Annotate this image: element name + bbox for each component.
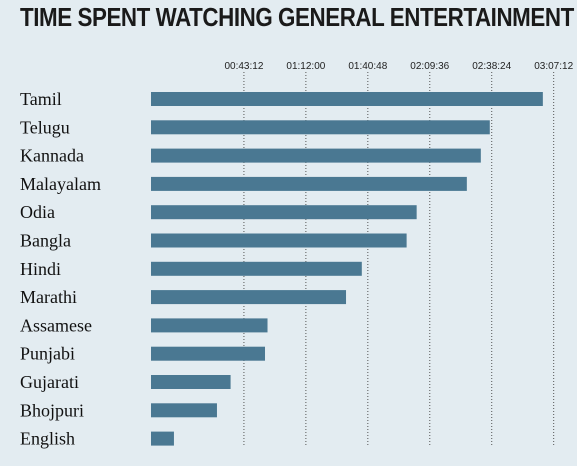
- x-axis-ticks: 00:43:12 01:12:00 01:40:48 02:09:36 02:38:24…: [224, 61, 573, 72]
- category-label: Tamil: [20, 89, 62, 109]
- category-label: Punjabi: [20, 344, 75, 364]
- category-label: Odia: [20, 202, 55, 222]
- category-label: Marathi: [20, 287, 77, 307]
- bar: [151, 233, 407, 248]
- bar: [151, 205, 417, 220]
- gridlines: [243, 72, 555, 446]
- bar: [151, 346, 266, 361]
- category-label: Malayalam: [20, 174, 101, 194]
- bar: [151, 148, 481, 163]
- bar: [151, 318, 268, 333]
- bars: [151, 92, 543, 446]
- bar: [151, 92, 543, 106]
- x-tick-label: 02:38:24: [472, 61, 511, 72]
- category-label: Telugu: [20, 117, 70, 137]
- category-label: Gujarati: [20, 372, 79, 392]
- bar: [151, 375, 231, 389]
- bar: [151, 290, 347, 305]
- x-tick-label: 01:12:00: [286, 61, 325, 72]
- bar: [151, 120, 490, 135]
- category-label: Kannada: [20, 146, 84, 166]
- bar: [151, 403, 217, 418]
- chart-title: TIME SPENT WATCHING GENERAL ENTERTAINMEN…: [20, 2, 574, 32]
- category-labels: Tamil Telugu Kannada Malayalam Odia Bangla Hin…: [20, 89, 101, 449]
- category-label: Assamese: [20, 315, 92, 335]
- category-label: Bhojpuri: [20, 400, 84, 420]
- x-tick-label: 01:40:48: [348, 61, 387, 72]
- category-label: Hindi: [20, 259, 61, 279]
- category-label: English: [20, 429, 75, 449]
- x-tick-label: 00:43:12: [224, 61, 263, 72]
- bar: [151, 431, 174, 446]
- bar: [151, 176, 467, 191]
- x-tick-label: 02:09:36: [410, 61, 449, 72]
- bar: [151, 261, 362, 276]
- x-tick-label: 03:07:12: [534, 61, 573, 72]
- category-label: Bangla: [20, 231, 71, 251]
